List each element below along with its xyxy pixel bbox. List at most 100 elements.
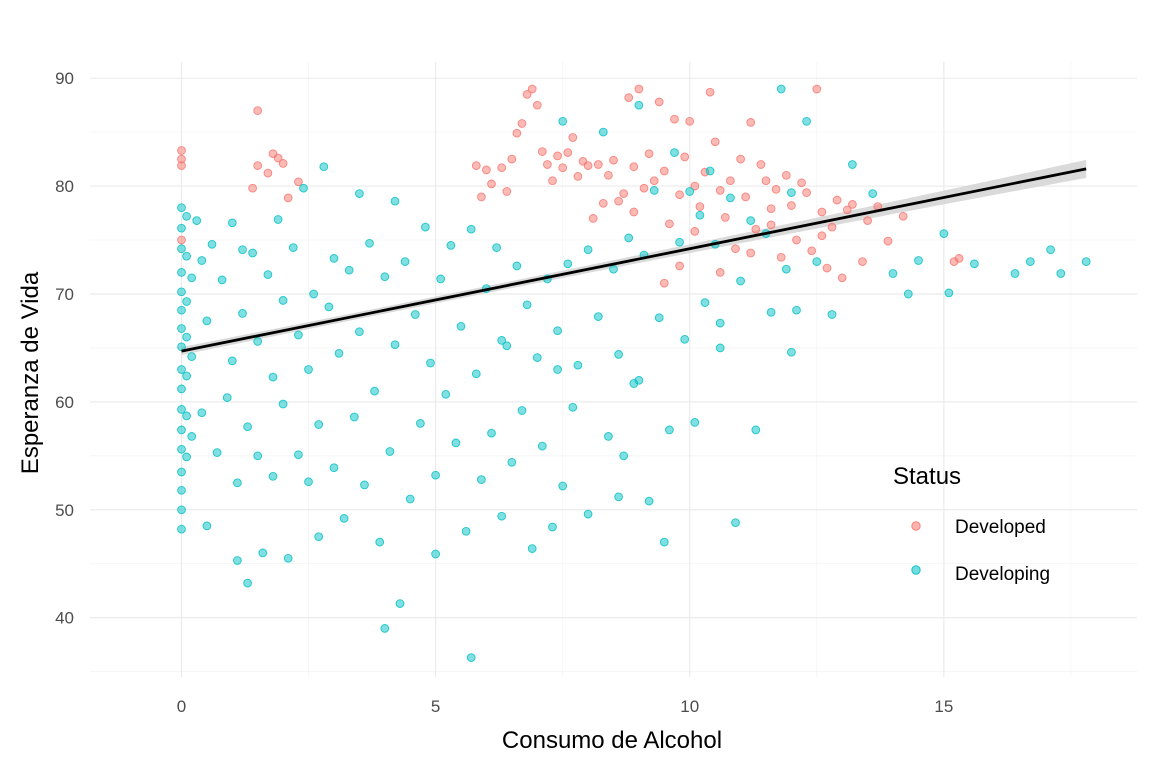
point-developed xyxy=(858,257,867,266)
point-developing xyxy=(614,492,623,502)
point-developed xyxy=(715,268,725,277)
point-developing xyxy=(278,296,288,305)
point-developing xyxy=(598,127,608,137)
point-developed xyxy=(548,176,557,186)
point-developing xyxy=(227,356,237,366)
y-tick-label: 60 xyxy=(55,393,74,412)
point-developed xyxy=(604,170,613,180)
point-developed xyxy=(273,153,283,163)
point-developed xyxy=(787,201,796,210)
point-developing xyxy=(573,360,583,370)
point-developed xyxy=(568,133,578,142)
point-developing xyxy=(563,259,573,269)
point-developing xyxy=(177,405,186,414)
point-developed xyxy=(573,172,583,181)
point-developing xyxy=(212,448,222,457)
point-developing xyxy=(685,187,695,196)
trend-line-group xyxy=(181,167,1087,353)
x-tick-label: 10 xyxy=(680,697,699,716)
point-developing xyxy=(370,386,379,396)
point-developed xyxy=(695,202,705,211)
y-tick-label: 50 xyxy=(55,501,74,520)
point-developed xyxy=(731,244,740,254)
point-developed xyxy=(598,198,608,208)
point-developing xyxy=(329,463,339,473)
point-developing xyxy=(309,289,318,299)
point-developed xyxy=(802,188,811,197)
point-developing xyxy=(304,477,313,487)
point-developed xyxy=(751,224,761,234)
point-developing xyxy=(944,288,954,298)
y-axis-title: Esperanza de Vida xyxy=(17,271,44,474)
point-developed xyxy=(863,216,872,225)
point-developing xyxy=(680,334,690,344)
point-developed xyxy=(253,161,263,170)
point-developing xyxy=(715,343,725,353)
point-developing xyxy=(624,233,634,243)
point-developing xyxy=(939,229,949,238)
point-developed xyxy=(583,161,593,170)
point-developed xyxy=(665,219,674,229)
point-developing xyxy=(548,522,557,532)
point-developing xyxy=(715,318,725,328)
point-developing xyxy=(314,420,324,429)
point-developing xyxy=(299,183,308,193)
y-tick-label: 90 xyxy=(55,69,74,88)
point-developing xyxy=(766,307,776,317)
point-developed xyxy=(685,116,695,126)
point-developing xyxy=(177,305,186,315)
point-developing xyxy=(619,451,629,461)
point-developing xyxy=(355,327,364,337)
point-developing xyxy=(1010,269,1020,278)
point-developed xyxy=(517,119,527,128)
point-developing xyxy=(253,451,263,461)
x-tick-label: 15 xyxy=(934,697,953,716)
point-developing xyxy=(787,188,796,197)
legend-key-developing xyxy=(911,565,921,575)
point-developing xyxy=(268,471,278,481)
point-developing xyxy=(217,275,227,285)
point-developed xyxy=(807,246,817,256)
point-developed xyxy=(527,84,537,94)
point-developed xyxy=(543,160,552,169)
point-developed xyxy=(726,176,735,186)
point-developing xyxy=(659,537,669,547)
point-developed xyxy=(553,151,562,161)
minor-gridlines xyxy=(90,62,1137,677)
point-developed xyxy=(837,273,847,283)
point-developing xyxy=(812,257,822,266)
point-developing xyxy=(294,330,303,340)
point-developing xyxy=(471,369,481,379)
point-developing xyxy=(192,216,202,225)
point-developed xyxy=(675,261,684,271)
point-developing xyxy=(197,408,207,418)
point-developed xyxy=(720,213,730,222)
point-developing xyxy=(649,186,659,195)
point-developing xyxy=(177,223,186,233)
point-developed xyxy=(248,183,257,193)
point-developed xyxy=(756,160,766,169)
point-developing xyxy=(227,218,237,228)
point-developing xyxy=(268,372,278,382)
point-developing xyxy=(222,393,232,402)
point-developing xyxy=(426,358,435,368)
point-developing xyxy=(421,222,430,232)
point-developing xyxy=(553,326,562,336)
point-developing xyxy=(319,162,329,172)
point-developing xyxy=(304,365,313,374)
point-developed xyxy=(797,178,806,188)
point-developing xyxy=(751,425,761,435)
point-developing xyxy=(827,310,837,319)
point-developed xyxy=(278,159,288,168)
point-developing xyxy=(182,452,191,462)
point-developing xyxy=(248,248,257,258)
point-developing xyxy=(202,521,212,531)
point-developing xyxy=(583,509,593,519)
point-developing xyxy=(202,316,212,326)
point-developing xyxy=(477,475,486,484)
point-developing xyxy=(380,624,390,633)
point-developing xyxy=(558,116,568,126)
point-developed xyxy=(624,93,634,102)
point-developed xyxy=(522,90,532,99)
point-developing xyxy=(375,537,385,547)
